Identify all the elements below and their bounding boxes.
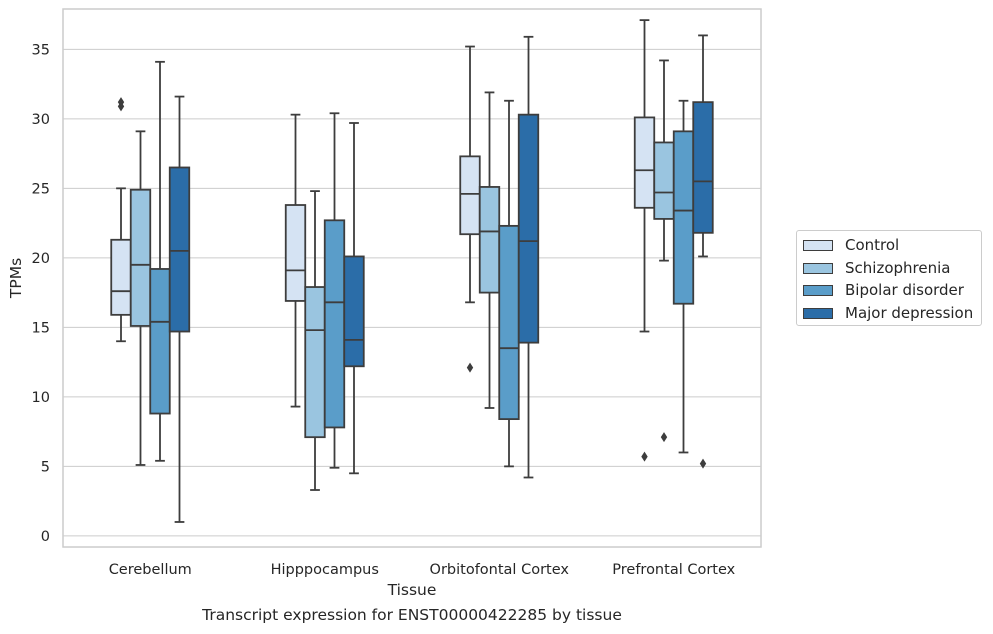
x-axis-label: Tissue <box>387 581 437 599</box>
box-major-depression-1 <box>343 122 365 475</box>
box-schizophrenia-2 <box>478 91 501 409</box>
box-bipolar-disorder-0 <box>149 60 171 462</box>
x-tick-label: Cerebellum <box>109 562 192 578</box>
iqr-box <box>633 116 656 209</box>
iqr-box <box>304 286 326 439</box>
box-control-1 <box>284 113 307 408</box>
iqr-box <box>323 219 346 429</box>
legend-swatch-schizophrenia <box>803 262 833 274</box>
iqr-box <box>284 204 307 302</box>
legend-item-schizophrenia: Schizophrenia <box>803 258 950 278</box>
legend-label-control: Control <box>845 236 900 254</box>
legend-label-major-depression: Major depression <box>845 304 974 322</box>
y-tick-label: 25 <box>32 181 50 197</box>
outlier-point <box>660 432 668 443</box>
y-tick-label: 0 <box>41 529 50 545</box>
iqr-box <box>498 224 520 421</box>
iqr-box <box>672 130 695 305</box>
iqr-box <box>168 166 191 333</box>
iqr-box <box>692 101 714 234</box>
box-major-depression-2 <box>517 35 540 479</box>
x-tick-label: Prefrontal Cortex <box>612 562 735 578</box>
outlier-point <box>117 97 125 108</box>
iqr-box <box>517 113 540 344</box>
iqr-box <box>478 186 501 294</box>
legend-item-major-depression: Major depression <box>803 303 973 323</box>
y-tick-label: 5 <box>41 459 50 475</box>
iqr-box <box>459 155 481 236</box>
y-tick-label: 20 <box>32 251 50 267</box>
legend-item-bipolar-disorder: Bipolar disorder <box>803 280 964 300</box>
iqr-box <box>343 255 365 368</box>
outlier-point <box>466 362 474 373</box>
chart-caption: Transcript expression for ENST0000042228… <box>202 606 622 624</box>
iqr-box <box>110 238 132 316</box>
legend-swatch-major-depression <box>803 307 833 319</box>
legend-label-schizophrenia: Schizophrenia <box>845 259 951 277</box>
y-tick-label: 10 <box>32 390 50 406</box>
box-major-depression-3 <box>692 34 714 469</box>
legend-swatch-control <box>803 239 833 251</box>
y-tick-label: 35 <box>32 42 50 58</box>
box-major-depression-0 <box>168 95 191 523</box>
y-tick-label: 15 <box>32 320 50 336</box>
y-axis-label: TPMs <box>7 258 25 299</box>
legend-label-bipolar-disorder: Bipolar disorder <box>845 281 964 299</box>
y-tick-label: 30 <box>32 112 50 128</box>
iqr-box <box>653 141 675 220</box>
box-control-2 <box>459 45 481 373</box>
iqr-box <box>129 188 152 327</box>
iqr-box <box>149 268 171 415</box>
legend-item-control: Control <box>803 235 899 255</box>
box-schizophrenia-0 <box>129 130 152 466</box>
box-control-0 <box>110 97 132 343</box>
legend: Control Schizophrenia Bipolar disorder M… <box>796 230 982 326</box>
plot-frame <box>62 8 762 548</box>
box-bipolar-disorder-3 <box>672 99 695 454</box>
outlier-point <box>641 451 648 462</box>
outlier-point <box>699 458 707 469</box>
x-tick-label: Orbitofontal Cortex <box>430 562 570 578</box>
x-tick-label: Hipppocampus <box>271 562 379 578</box>
legend-swatch-bipolar-disorder <box>803 284 833 296</box>
